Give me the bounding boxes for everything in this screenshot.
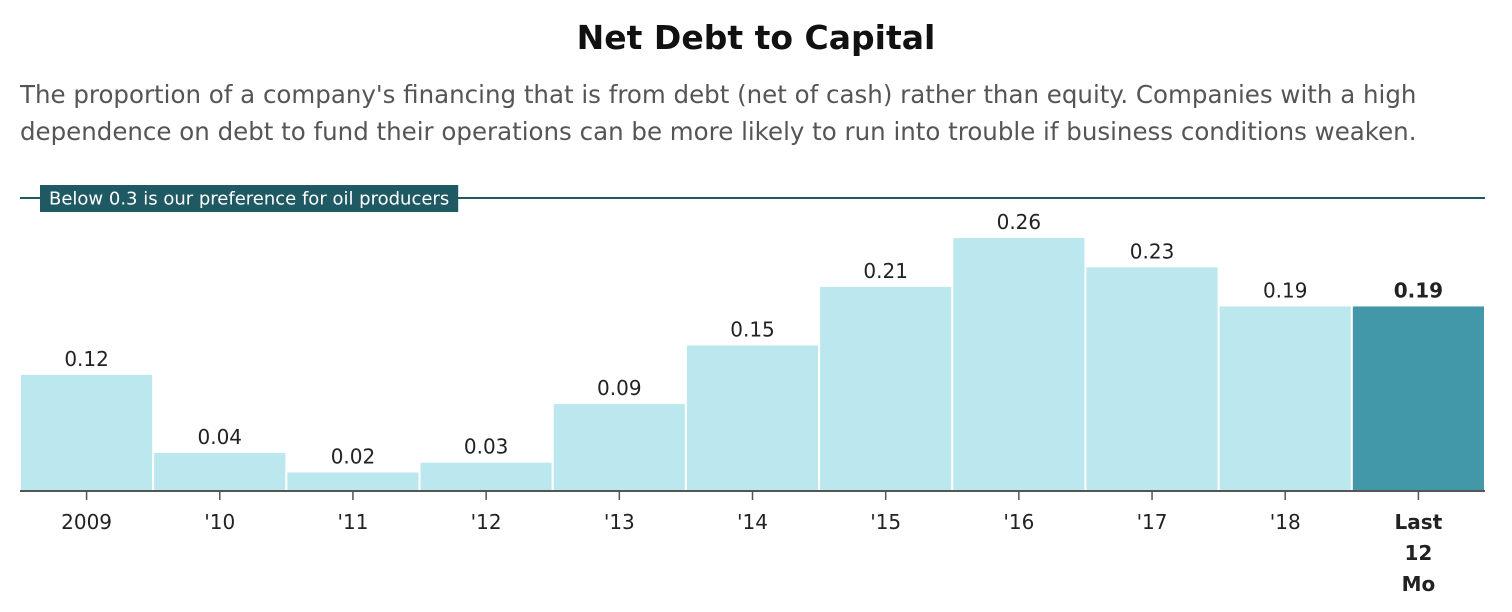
bar-0 bbox=[19, 372, 155, 492]
x-tick-label-line: '14 bbox=[737, 510, 768, 534]
value-label-9: 0.19 bbox=[1263, 278, 1308, 302]
x-tick-label-9: '18 bbox=[1270, 510, 1301, 534]
chart-title: Net Debt to Capital bbox=[576, 18, 936, 57]
x-tick-label-line: 12 bbox=[1404, 541, 1432, 565]
value-label-0: 0.12 bbox=[64, 347, 109, 371]
bar-1 bbox=[152, 450, 288, 492]
bar-7 bbox=[951, 236, 1087, 492]
x-tick-label-1: '10 bbox=[204, 510, 235, 534]
x-tick-label-line: Mo bbox=[1402, 572, 1436, 596]
value-label-1: 0.04 bbox=[198, 425, 243, 449]
x-tick-label-8: '17 bbox=[1137, 510, 1168, 534]
x-tick-label-7: '16 bbox=[1003, 510, 1034, 534]
value-label-10: 0.19 bbox=[1394, 278, 1443, 302]
bar-3 bbox=[418, 460, 554, 493]
value-label-4: 0.09 bbox=[597, 376, 642, 400]
x-tick-label-line: '17 bbox=[1137, 510, 1168, 534]
x-tick-label-line: '18 bbox=[1270, 510, 1301, 534]
value-label-7: 0.26 bbox=[997, 210, 1042, 234]
x-tick-label-line: '16 bbox=[1003, 510, 1034, 534]
x-tick-label-5: '14 bbox=[737, 510, 768, 534]
bar-2 bbox=[285, 470, 421, 493]
x-tick-label-line: '10 bbox=[204, 510, 235, 534]
reference-line-label: Below 0.3 is our preference for oil prod… bbox=[49, 189, 449, 210]
x-tick-label-2: '11 bbox=[337, 510, 368, 534]
x-tick-label-line: '12 bbox=[471, 510, 502, 534]
reference-label-background bbox=[40, 185, 459, 212]
x-tick-label-line: 2009 bbox=[61, 510, 112, 534]
x-tick-label-line: '11 bbox=[337, 510, 368, 534]
x-tick-label-6: '15 bbox=[870, 510, 901, 534]
bar-4 bbox=[551, 402, 687, 493]
x-tick-label-line: '13 bbox=[604, 510, 635, 534]
bar-5 bbox=[684, 343, 821, 492]
value-label-2: 0.02 bbox=[331, 444, 376, 468]
bar-9 bbox=[1217, 304, 1353, 492]
chart-subtitle: The proportion of a company's financing … bbox=[20, 80, 1417, 146]
x-tick-label-line: '15 bbox=[870, 510, 901, 534]
x-tick-label-line: Last bbox=[1395, 510, 1443, 534]
bar-6 bbox=[818, 284, 954, 492]
x-tick-label-4: '13 bbox=[604, 510, 635, 534]
bar-10 bbox=[1350, 304, 1487, 492]
bar-8 bbox=[1084, 265, 1220, 492]
x-tick-label-0: 2009 bbox=[61, 510, 112, 534]
value-label-8: 0.23 bbox=[1130, 239, 1175, 263]
value-label-3: 0.03 bbox=[464, 435, 509, 459]
x-tick-label-3: '12 bbox=[471, 510, 502, 534]
value-label-6: 0.21 bbox=[863, 259, 908, 283]
value-label-5: 0.15 bbox=[730, 318, 775, 342]
x-tick-label-10: Last 12 Mo bbox=[1395, 510, 1443, 596]
